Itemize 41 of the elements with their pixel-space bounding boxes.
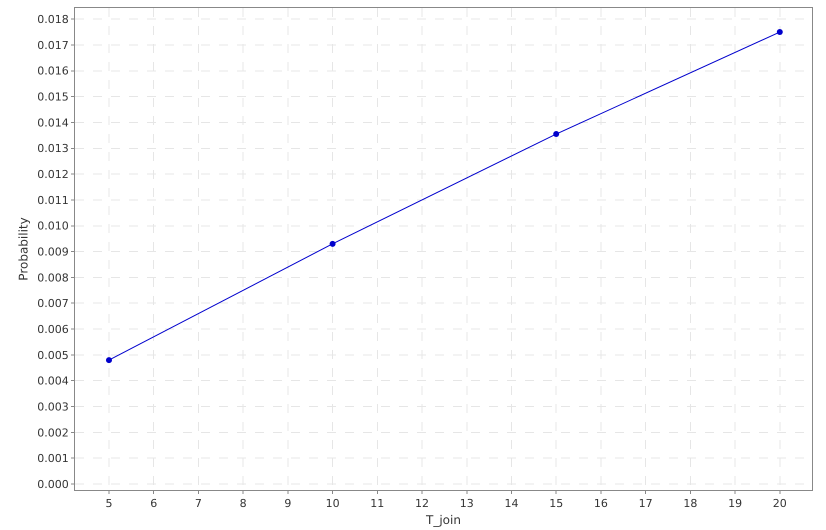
y-tick-label: 0.013 [37,142,69,156]
x-tick-label: 6 [150,497,158,510]
y-tick-label: 0.005 [37,348,69,362]
x-axis-title: T_join [425,513,461,528]
y-tick-label: 0.006 [37,322,69,336]
x-tick-label: 14 [504,497,518,510]
y-tick-label: 0.004 [37,374,69,388]
y-tick-label: 0.002 [37,426,69,440]
x-tick-label: 16 [594,497,608,510]
y-tick-label: 0.008 [37,271,69,284]
x-tick-label: 20 [772,497,787,510]
point [106,357,112,364]
y-tick-label: 0.018 [37,12,69,26]
y-axis-title: Probability [16,217,31,281]
x-tick-label: 13 [460,497,474,510]
x-tick-label: 7 [194,497,202,510]
point [330,240,336,247]
point [776,29,783,36]
y-tick-label: 0.012 [37,168,69,181]
x-tick-label: 12 [415,497,430,510]
y-tick-label: 0.001 [37,452,69,466]
x-tick-label: 19 [728,497,742,510]
y-tick-label: 0.000 [37,478,69,491]
y-tick-label: 0.015 [37,90,69,104]
x-tick-label: 18 [683,497,698,510]
y-tick-label: 0.011 [37,194,69,207]
point [553,131,560,138]
x-tick-label: 9 [284,497,292,510]
x-tick-label: 15 [549,497,564,510]
x-tick-label: 5 [105,497,112,510]
y-tick-label: 0.003 [37,400,69,414]
y-tick-label: 0.016 [37,64,69,78]
x-tick-label: 11 [370,497,384,510]
y-tick-label: 0.014 [37,116,69,130]
y-tick-label: 0.017 [37,38,69,52]
y-tick-label: 0.009 [37,245,69,258]
x-tick-label: 17 [638,497,653,510]
x-tick-label: 10 [326,497,340,510]
y-tick-label: 0.010 [37,220,69,233]
y-tick-label: 0.007 [37,297,69,310]
x-tick-label: 8 [240,497,247,510]
